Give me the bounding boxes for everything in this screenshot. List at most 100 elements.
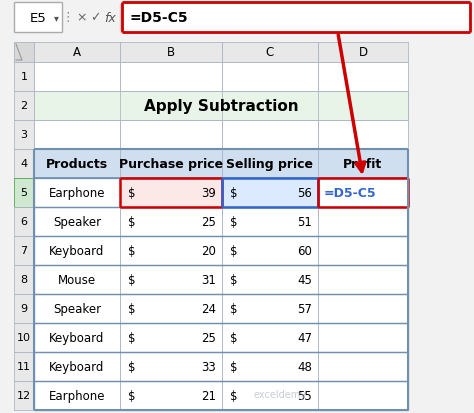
Text: Mouse: Mouse [58, 273, 96, 286]
Text: fx: fx [104, 12, 116, 24]
Text: 25: 25 [201, 216, 216, 228]
Bar [120, 121, 222, 150]
Text: Profit: Profit [343, 158, 383, 171]
Bar [34, 236, 120, 266]
Bar [222, 266, 318, 294]
Bar [120, 352, 222, 381]
Text: 55: 55 [297, 389, 312, 402]
Bar [120, 381, 222, 410]
Text: 45: 45 [297, 273, 312, 286]
Text: ▾: ▾ [54, 13, 58, 23]
Bar [34, 121, 120, 150]
Text: $: $ [230, 273, 238, 286]
Bar [318, 294, 408, 323]
Text: 56: 56 [297, 187, 312, 199]
Bar [318, 236, 408, 266]
Text: =D5-C5: =D5-C5 [130, 11, 189, 25]
Text: 2: 2 [20, 101, 27, 111]
Text: Selling price: Selling price [227, 158, 313, 171]
Text: Products: Products [46, 158, 108, 171]
Bar [14, 236, 34, 266]
Text: 47: 47 [297, 331, 312, 344]
Bar [34, 323, 120, 352]
Bar [222, 150, 318, 178]
Bar [122, 3, 470, 33]
Text: $: $ [128, 331, 136, 344]
Text: Keyboard: Keyboard [49, 360, 105, 373]
Bar [14, 381, 34, 410]
Bar [14, 266, 34, 294]
Text: D: D [358, 46, 367, 59]
Bar [120, 178, 222, 207]
Bar [222, 63, 318, 92]
Bar [34, 352, 120, 381]
Bar [222, 207, 318, 236]
Bar [120, 236, 222, 266]
Text: $: $ [230, 331, 238, 344]
Text: $: $ [128, 273, 136, 286]
Bar [120, 323, 222, 352]
Bar [14, 43, 34, 63]
Text: exceldemy: exceldemy [254, 389, 307, 399]
Text: $: $ [230, 187, 238, 199]
Text: $: $ [128, 187, 136, 199]
Text: 33: 33 [201, 360, 216, 373]
Text: A: A [73, 46, 81, 59]
Bar [318, 207, 408, 236]
Text: 60: 60 [297, 244, 312, 257]
Text: Apply Subtraction: Apply Subtraction [144, 99, 298, 114]
Bar [14, 92, 34, 121]
Bar [120, 207, 222, 236]
Text: $: $ [230, 360, 238, 373]
Text: 57: 57 [297, 302, 312, 315]
Bar [222, 381, 318, 410]
Text: E5: E5 [29, 12, 46, 24]
Bar [14, 294, 34, 323]
Bar [34, 92, 408, 121]
Bar [34, 43, 120, 63]
Text: Keyboard: Keyboard [49, 244, 105, 257]
Bar [222, 121, 318, 150]
Text: Speaker: Speaker [53, 302, 101, 315]
Bar [318, 178, 408, 207]
Text: 48: 48 [297, 360, 312, 373]
Bar [318, 381, 408, 410]
Text: Earphone: Earphone [49, 187, 105, 199]
Text: 5: 5 [20, 188, 27, 198]
Text: $: $ [128, 216, 136, 228]
Text: 24: 24 [201, 302, 216, 315]
Bar [318, 63, 408, 92]
Text: 10: 10 [17, 333, 31, 343]
Bar [34, 150, 120, 178]
Bar [34, 63, 120, 92]
Bar [34, 207, 120, 236]
Bar [222, 352, 318, 381]
Bar [120, 150, 222, 178]
Text: $: $ [128, 360, 136, 373]
Text: $: $ [230, 302, 238, 315]
Text: 21: 21 [201, 389, 216, 402]
Bar [222, 43, 318, 63]
Text: 51: 51 [297, 216, 312, 228]
Bar [120, 43, 222, 63]
Bar [222, 236, 318, 266]
Text: 6: 6 [20, 217, 27, 227]
Bar [318, 266, 408, 294]
Bar [318, 150, 408, 178]
Text: 39: 39 [201, 187, 216, 199]
Text: Earphone: Earphone [49, 389, 105, 402]
Text: 4: 4 [20, 159, 27, 169]
Text: $: $ [230, 389, 238, 402]
Text: $: $ [128, 389, 136, 402]
Bar [14, 121, 34, 150]
Bar [14, 3, 62, 33]
Text: 3: 3 [20, 130, 27, 140]
Bar [14, 178, 34, 207]
Bar [318, 352, 408, 381]
Text: 20: 20 [201, 244, 216, 257]
Text: 25: 25 [201, 331, 216, 344]
Text: $: $ [230, 216, 238, 228]
Bar [14, 150, 34, 178]
Bar [222, 294, 318, 323]
Bar [318, 323, 408, 352]
